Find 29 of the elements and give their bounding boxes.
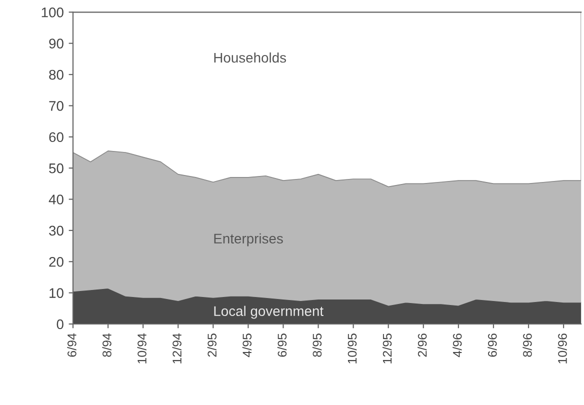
x-tick-label: 8/95 [312, 334, 322, 357]
series-label: Enterprises [214, 233, 283, 246]
x-tick-label: 6/94 [67, 333, 76, 357]
x-tick-label: 10/96 [558, 334, 567, 364]
y-tick-label: 60 [49, 132, 64, 142]
x-tick-label: 4/95 [242, 334, 252, 358]
x-tick-label: 8/94 [102, 333, 112, 357]
series-label: Households [214, 52, 286, 63]
x-tick-label: 4/96 [452, 334, 462, 358]
y-tick-label: 90 [49, 38, 64, 49]
x-tick-label: 8/96 [522, 334, 532, 357]
x-tick-label: 10/95 [347, 334, 357, 364]
x-tick-label: 10/94 [137, 333, 146, 364]
x-tick-label: 12/94 [172, 333, 182, 364]
series-label: Local government [214, 306, 324, 319]
y-tick-label: 50 [49, 163, 64, 174]
y-tick-label: 40 [48, 194, 64, 204]
y-tick-label: 30 [49, 226, 64, 236]
x-tick-label: 12/95 [382, 334, 392, 364]
y-tick-label: 80 [49, 70, 64, 80]
x-tick-label: 6/95 [277, 334, 287, 357]
y-tick-label: 20 [49, 256, 64, 267]
y-tick-label: 70 [49, 101, 64, 111]
y-tick-label: 0 [56, 319, 64, 330]
x-tick-label: 2/95 [207, 334, 217, 357]
y-tick-label: 10 [50, 288, 64, 298]
x-tick-label: 6/96 [488, 334, 497, 357]
y-tick-label: 100 [42, 7, 64, 18]
x-tick-label: 2/96 [418, 334, 427, 357]
